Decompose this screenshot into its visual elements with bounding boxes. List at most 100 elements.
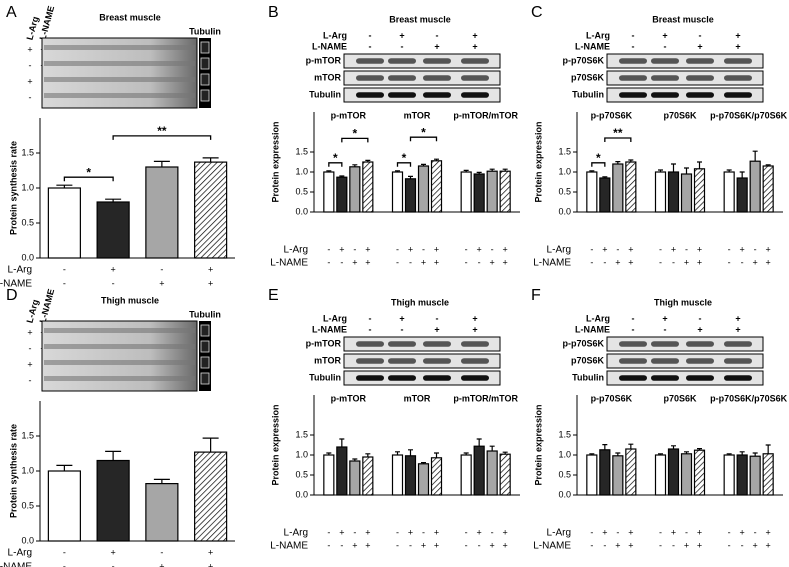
condition-label: L-NAME — [0, 279, 32, 290]
bar — [486, 170, 498, 213]
condition-sign: + — [208, 561, 213, 567]
condition-sign: - — [728, 527, 731, 537]
y-tick-label: 0.5 — [21, 217, 34, 227]
condition-sign: + — [434, 527, 439, 537]
bar — [417, 463, 430, 496]
condition-sign: + — [365, 540, 370, 550]
bar — [145, 166, 179, 259]
bar — [362, 456, 374, 496]
blot-band — [388, 92, 416, 98]
condition-label: L-NAME — [312, 41, 347, 51]
blot-label: p-mTOR — [306, 55, 342, 65]
condition-sign: + — [434, 244, 439, 254]
condition-sign: - — [369, 324, 372, 334]
condition-sign: - — [436, 313, 439, 323]
error-bar — [739, 451, 745, 455]
condition-sign: - — [685, 527, 688, 537]
condition-sign: - — [436, 30, 439, 40]
y-tick-label: 0.5 — [21, 500, 34, 510]
blot-band — [651, 375, 679, 381]
condition-sign: - — [478, 540, 481, 550]
condition-sign: - — [353, 527, 356, 537]
condition-sign: - — [616, 527, 619, 537]
blot-strip — [343, 336, 501, 352]
condition-sign: - — [396, 527, 399, 537]
condition-sign: + — [399, 313, 404, 323]
panel-letter: B — [268, 4, 279, 21]
blot-band — [461, 58, 489, 64]
error-bar — [615, 452, 621, 456]
y-tick-label: 1.5 — [295, 429, 308, 439]
bar — [404, 178, 417, 213]
blot-band — [724, 375, 752, 381]
blot-band — [356, 341, 384, 347]
blot-strip — [606, 370, 764, 386]
condition-sign: + — [399, 30, 404, 40]
error-bar — [671, 445, 676, 449]
y-tick-label: 0.0 — [558, 489, 571, 499]
condition-sign: + — [662, 313, 667, 323]
condition-sign: + — [766, 540, 771, 550]
blot-band — [686, 341, 714, 347]
error-bar — [589, 453, 595, 455]
condition-sign: + — [208, 547, 213, 557]
error-bar — [697, 448, 702, 451]
error-bar — [765, 444, 771, 454]
bar — [612, 163, 624, 213]
condition-sign: + — [159, 561, 164, 567]
condition-sign: + — [503, 244, 508, 254]
blot-lane — [44, 77, 195, 82]
bar — [693, 168, 706, 213]
panel-letter: A — [6, 4, 17, 21]
blot-band — [356, 58, 384, 64]
blot-band — [686, 375, 714, 381]
blot-band — [461, 92, 489, 98]
condition-sign: - — [728, 244, 731, 254]
bar — [693, 449, 706, 496]
y-tick-label: 1.5 — [295, 146, 308, 156]
y-tick-label: 0.0 — [295, 489, 308, 499]
blot-lane — [44, 328, 195, 333]
condition-label: L-Arg — [323, 30, 347, 40]
condition-sign: + — [662, 30, 667, 40]
error-bar — [602, 444, 608, 450]
error-bar — [752, 150, 758, 162]
condition-label: L-NAME — [38, 288, 57, 324]
condition-label: L-NAME — [0, 562, 32, 567]
y-tick-label: 1.5 — [21, 430, 34, 440]
error-bar — [339, 175, 345, 178]
blot-lane — [44, 360, 195, 365]
condition-sign: - — [369, 313, 372, 323]
condition-sign: - — [340, 540, 343, 550]
condition-sign: - — [409, 540, 412, 550]
blot-strip — [343, 370, 501, 386]
condition-sign: + — [628, 257, 633, 267]
condition-sign: - — [63, 547, 66, 557]
condition-sign: + — [472, 41, 477, 51]
blot-label: Tubulin — [572, 89, 604, 99]
blot-band — [388, 75, 416, 81]
significance-label: * — [421, 125, 426, 139]
condition-sign: - — [491, 527, 494, 537]
blot-title: Breast muscle — [99, 12, 161, 22]
error-bar — [628, 159, 634, 162]
condition-sign: + — [27, 44, 32, 54]
error-bar — [589, 170, 595, 172]
blot-band — [724, 358, 752, 364]
error-bar — [434, 452, 439, 458]
condition-sign: + — [671, 244, 676, 254]
blot-band — [686, 358, 714, 364]
blot-band — [423, 341, 451, 347]
bar — [430, 160, 443, 213]
y-tick-label: 0.0 — [558, 206, 571, 216]
significance-label: * — [333, 151, 338, 165]
condition-label: L-Arg — [547, 245, 571, 256]
bar — [762, 453, 774, 496]
condition-sign: + — [490, 540, 495, 550]
bar — [499, 170, 511, 213]
condition-sign: - — [659, 540, 662, 550]
condition-sign: - — [728, 540, 731, 550]
condition-label: L-Arg — [8, 265, 32, 276]
condition-sign: - — [590, 244, 593, 254]
